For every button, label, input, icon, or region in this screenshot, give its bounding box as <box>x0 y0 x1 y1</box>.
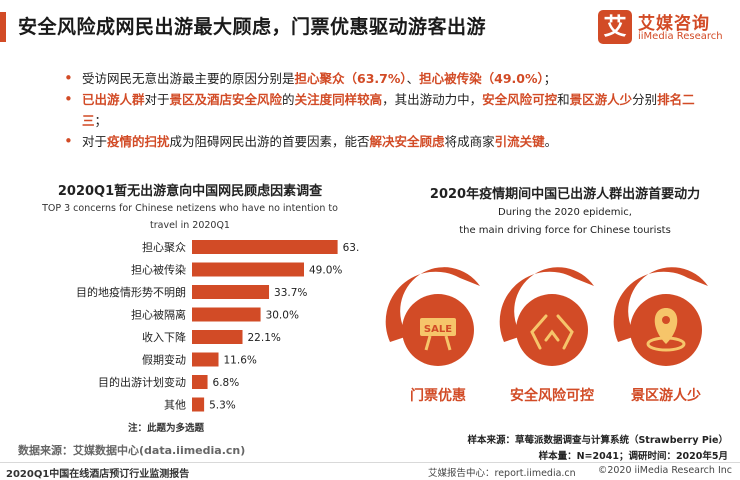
highlight-text: 景区及酒店安全风险 <box>169 92 283 107</box>
footer-copyright: ©2020 iiMedia Research Inc <box>597 465 732 476</box>
highlight-text: 排名二三 <box>82 92 695 128</box>
value-label: 49.0% <box>309 265 342 277</box>
category-label: 假期变动 <box>142 353 186 367</box>
rank-label: NO.1 <box>426 279 462 294</box>
footer-report-name: 2020Q1中国在线酒店预订行业监测报告 <box>6 469 190 480</box>
logo-name-en: iiMedia Research <box>638 31 723 42</box>
chart-subtitle: TOP 3 concerns for Chinese netizens who … <box>42 203 338 231</box>
sale-text: SALE <box>424 324 452 335</box>
value-label: 22.1% <box>248 332 281 344</box>
bullet-text: ； <box>543 71 557 86</box>
hands-shield-icon <box>530 314 574 350</box>
value-label: 11.6% <box>224 355 257 367</box>
value-label: 33.7% <box>274 287 307 299</box>
chart-title: 2020Q1暂无出游意向中国网民顾虑因素调查 <box>57 184 323 199</box>
bullet-text: ； <box>94 113 108 128</box>
highlight-text: 景区游人少 <box>569 92 633 107</box>
rank-arc-band <box>385 267 480 342</box>
chart-source: 数据来源：艾媒数据中心(data.iimedia.cn) <box>18 444 246 457</box>
bar <box>192 330 243 344</box>
value-label: 6.8% <box>213 377 240 389</box>
driver-item: NO.2 安全风险可控 <box>499 267 594 404</box>
highlight-text: 安全风险可控 <box>482 92 558 107</box>
logo-name-cn: 艾媒咨询 <box>638 14 710 34</box>
title-accent-bar <box>0 12 6 42</box>
bullet-text: ，其出游动力中， <box>382 92 483 107</box>
category-label: 其他 <box>164 399 186 412</box>
sample-size: 样本量：N=2041；调研时间：2020年5月 <box>538 451 728 462</box>
highlight-text: 关注度同样较高 <box>294 92 383 107</box>
bullet-text: 将成商家 <box>444 134 495 149</box>
category-label: 担心被隔离 <box>131 308 186 322</box>
location-person-icon <box>646 308 686 352</box>
driver-item: NO.1 SALE 门票优惠 <box>385 267 480 404</box>
driver-item: NO.3 景区游人少 <box>613 267 708 404</box>
summary-bullet: 对于疫情的扫扰成为阻碍网民出游的首要因素，能否解决安全顾虑将成商家引流关键。 <box>64 131 704 152</box>
bar <box>192 240 338 254</box>
footer-report-center: 艾媒报告中心：report.iimedia.cn <box>428 468 576 479</box>
category-label: 担心聚众 <box>142 240 186 254</box>
drivers-subtitle: During the 2020 epidemic, the main drivi… <box>390 204 740 240</box>
bar <box>192 397 205 412</box>
drivers-subtitle-line2: the main driving force for Chinese touri… <box>459 225 671 236</box>
bullet-text: 和 <box>557 92 570 107</box>
footer: 2020Q1中国在线酒店预订行业监测报告 艾媒报告中心：report.iimed… <box>0 462 740 480</box>
concerns-bar-chart: 担心聚众 63.7% 担心被传染 49.0% 目的地疫情形势不明朗 33.7% 担心被隔离 3… <box>76 240 360 412</box>
rank-label: NO.2 <box>540 279 576 294</box>
value-label: 5.3% <box>209 400 236 412</box>
driver-label: 景区游人少 <box>631 387 701 404</box>
driver-label: 安全风险可控 <box>510 387 594 404</box>
rank-arc-band <box>613 267 708 342</box>
category-label: 担心被传染 <box>131 263 186 277</box>
highlight-text: 担心聚众（63.7%） <box>294 71 407 86</box>
bullet-text: 、 <box>406 71 420 86</box>
bar <box>192 285 270 299</box>
drivers-title: 2020年疫情期间中国已出游人群出游首要动力 <box>429 187 701 202</box>
driver-label: 门票优惠 <box>410 387 466 404</box>
sample-source: 样本来源：草莓派数据调查与计算系统（Strawberry Pie） <box>467 435 728 446</box>
logo-mark-icon: 艾 <box>598 10 632 44</box>
summary-bullet: 已出游人群对于景区及酒店安全风险的关注度同样较高，其出游动力中，安全风险可控和景… <box>64 89 704 131</box>
highlight-text: 担心被传染（49.0%） <box>419 71 544 86</box>
value-label: 63.7% <box>343 242 360 254</box>
category-label: 目的出游计划变动 <box>98 375 186 389</box>
brand-logo: 艾 艾媒咨询 iiMedia Research <box>598 8 738 48</box>
sale-sign-icon: SALE <box>420 318 456 351</box>
drivers-subtitle-line1: During the 2020 epidemic, <box>498 207 632 218</box>
drivers-infographic: NO.1 SALE 门票优惠 NO.2 安全风险可控 NO.3 景区游人少 <box>385 267 708 404</box>
summary-bullets: 受访网民无意出游最主要的原因分别是担心聚众（63.7%）、担心被传染（49.0%… <box>64 68 704 152</box>
bar <box>192 375 208 389</box>
bullet-text: 对于 <box>144 92 170 107</box>
category-label: 收入下降 <box>142 330 186 344</box>
chart-note: 注：此题为多选题 <box>128 423 205 434</box>
bullet-text: 。 <box>544 134 558 149</box>
highlight-text: 已出游人群 <box>82 92 145 107</box>
value-label: 30.0% <box>266 310 299 322</box>
highlight-text: 疫情的扫扰 <box>107 134 170 149</box>
bar <box>192 352 219 367</box>
bullet-text: 成为阻碍网民出游的首要因素，能否 <box>169 134 370 149</box>
page-title: 安全风险成网民出游最大顾虑，门票优惠驱动游客出游 <box>18 16 487 38</box>
bar <box>192 307 261 322</box>
bullet-text: 的 <box>282 92 295 107</box>
bullet-text: 分别 <box>632 92 658 107</box>
category-label: 目的地疫情形势不明朗 <box>76 285 186 299</box>
highlight-text: 解决安全顾虑 <box>369 134 445 149</box>
highlight-text: 引流关键 <box>494 134 545 149</box>
header: 安全风险成网民出游最大顾虑，门票优惠驱动游客出游 艾 艾媒咨询 iiMedia … <box>0 0 740 56</box>
bullet-text: 对于 <box>82 134 108 149</box>
rank-arc-band <box>499 267 594 342</box>
bar <box>192 262 304 277</box>
summary-bullet: 受访网民无意出游最主要的原因分别是担心聚众（63.7%）、担心被传染（49.0%… <box>64 68 704 89</box>
rank-label: NO.3 <box>654 279 690 294</box>
bullet-text: 受访网民无意出游最主要的原因分别是 <box>82 71 295 86</box>
